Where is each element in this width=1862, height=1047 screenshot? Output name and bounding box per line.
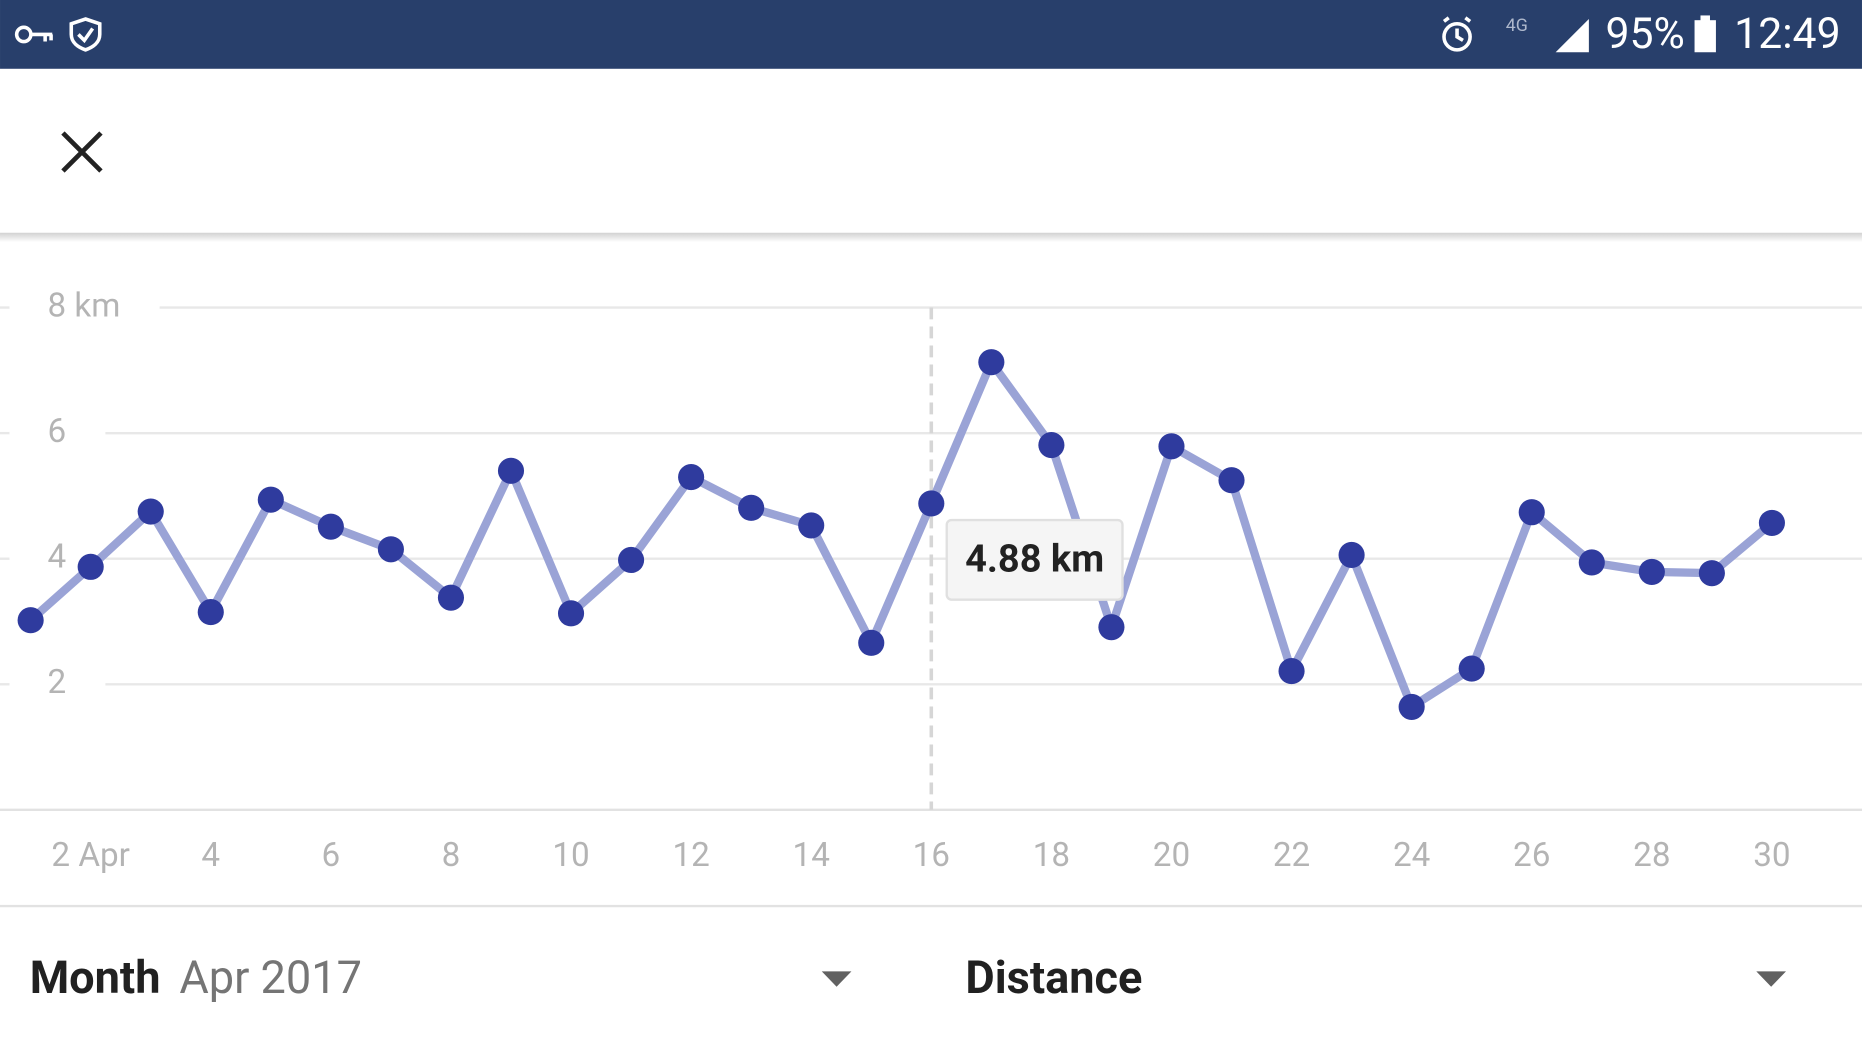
x-tick-label: 24: [1393, 836, 1430, 875]
close-button[interactable]: [61, 131, 103, 173]
data-point: [798, 512, 825, 539]
data-point: [1698, 560, 1725, 587]
x-tick-label: 10: [552, 836, 589, 875]
x-tick-label: 16: [913, 836, 950, 875]
data-point: [197, 599, 224, 626]
data-point: [1158, 433, 1185, 460]
data-point: [858, 629, 885, 656]
data-point: [1038, 432, 1065, 459]
data-point: [137, 498, 164, 525]
y-tick-label: 6: [48, 412, 67, 451]
data-point: [1578, 549, 1605, 576]
chart: 8 km 6 4 2 2 Apr 4 6 8 10 12 14 16 18 20 22 24 26 28 30 4.8…: [0, 286, 1862, 875]
toolbar-shadow: [0, 232, 1862, 243]
status-icons-right: [1442, 16, 1472, 52]
network-type: 4G: [1506, 15, 1528, 36]
x-tick-label: 28: [1633, 836, 1670, 875]
data-point: [918, 490, 945, 517]
data-point: [978, 349, 1005, 376]
data-point: [1638, 558, 1665, 585]
data-point: [678, 464, 705, 491]
x-tick-label: 20: [1153, 836, 1190, 875]
battery-icon: [1694, 20, 1716, 53]
tooltip-label: 4.88 km: [965, 538, 1104, 582]
data-point: [738, 494, 765, 521]
data-point: [1218, 467, 1245, 494]
x-tick-label: 18: [1033, 836, 1070, 875]
data-point: [77, 553, 104, 580]
metric-selector[interactable]: Distance: [965, 952, 1142, 1005]
x-tick-label: 8: [442, 836, 461, 875]
x-tick-label: 22: [1273, 836, 1310, 875]
period-dropdown[interactable]: [821, 971, 852, 987]
data-point: [1338, 541, 1365, 569]
tooltip-box: [945, 518, 1124, 601]
battery-tip: [1700, 15, 1710, 22]
x-tick-label: 6: [322, 836, 341, 875]
data-point: [377, 536, 404, 563]
data-line: [27, 358, 1775, 712]
y-tick-label: 2: [48, 663, 67, 702]
data-point: [618, 546, 645, 574]
x-tick-label: 4: [201, 836, 220, 875]
toolbar: [0, 68, 1862, 233]
data-point: [317, 513, 344, 540]
metric-dropdown[interactable]: [1756, 971, 1786, 987]
x-tick-label: 14: [793, 836, 830, 875]
x-tick-label: 26: [1513, 836, 1550, 875]
y-tick-label: 8 km: [48, 286, 121, 325]
data-point: [1398, 693, 1425, 720]
battery-level: 95%: [1605, 9, 1684, 59]
data-point: [257, 486, 284, 513]
x-tick-label: 12: [672, 836, 709, 875]
status-bar: [0, 0, 1862, 69]
period-label: Month: [30, 952, 161, 1005]
data-point: [1458, 655, 1485, 682]
data-point: [437, 584, 465, 611]
data-point: [497, 457, 525, 484]
data-point: [17, 607, 44, 634]
data-point: [1758, 509, 1785, 536]
y-tick-label: 4: [48, 537, 67, 576]
x-tick-label: 2 Apr: [51, 836, 130, 875]
clock: 12:49: [1734, 9, 1840, 59]
status-icons-left: [14, 17, 102, 52]
data-point: [1518, 499, 1545, 526]
x-tick-label: 30: [1753, 836, 1790, 875]
data-point: [557, 600, 585, 627]
data-point: [1098, 614, 1125, 641]
data-point: [1278, 658, 1305, 685]
period-value[interactable]: Apr 2017: [179, 952, 362, 1005]
